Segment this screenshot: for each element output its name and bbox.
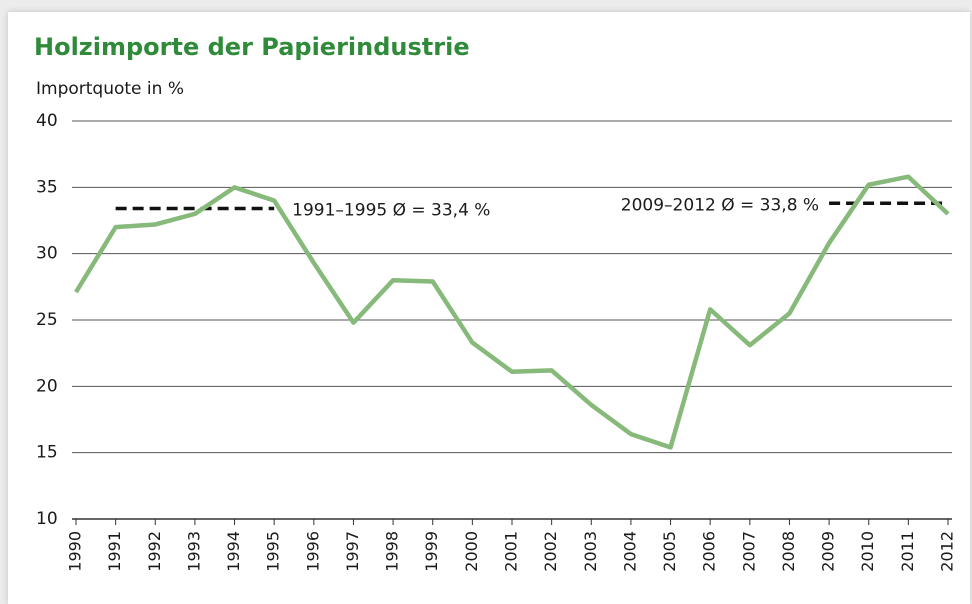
x-tick-label: 1994 bbox=[224, 531, 243, 572]
x-tick-label: 1992 bbox=[145, 531, 164, 572]
x-tick-label: 2000 bbox=[462, 531, 481, 572]
x-tick-label: 1991 bbox=[105, 531, 124, 572]
x-tick-label: 2005 bbox=[660, 531, 679, 572]
y-tick-label: 35 bbox=[36, 177, 58, 197]
x-tick-label: 2008 bbox=[779, 531, 798, 572]
y-tick-label: 20 bbox=[36, 376, 58, 396]
card bbox=[8, 12, 970, 604]
y-tick-label: 30 bbox=[36, 244, 58, 264]
y-tick-label: 15 bbox=[36, 443, 58, 463]
y-tick-label: 10 bbox=[36, 509, 58, 529]
y-tick-label: 40 bbox=[36, 111, 58, 131]
x-tick-label: 1998 bbox=[383, 531, 402, 572]
x-tick-label: 2004 bbox=[620, 531, 639, 572]
x-tick-label: 2002 bbox=[541, 531, 560, 572]
y-axis-label: Importquote in % bbox=[36, 79, 184, 99]
x-tick-label: 1997 bbox=[343, 531, 362, 572]
x-tick-label: 1993 bbox=[184, 531, 203, 572]
x-tick-label: 2001 bbox=[502, 531, 521, 572]
x-tick-label: 2009 bbox=[819, 531, 838, 572]
x-tick-label: 1995 bbox=[264, 531, 283, 572]
x-tick-label: 2011 bbox=[898, 531, 917, 572]
x-tick-label: 2012 bbox=[938, 531, 957, 572]
x-tick-label: 2003 bbox=[581, 531, 600, 572]
data-line bbox=[74, 174, 950, 450]
chart-title: Holzimporte der Papierindustrie bbox=[34, 33, 470, 61]
x-tick-label: 1990 bbox=[66, 531, 85, 572]
average-label: 2009–2012 Ø = 33,8 % bbox=[621, 195, 819, 215]
x-tick-label: 1999 bbox=[422, 531, 441, 572]
x-tick-label: 2010 bbox=[858, 531, 877, 572]
y-tick-label: 25 bbox=[36, 310, 58, 330]
average-label: 1991–1995 Ø = 33,4 % bbox=[292, 201, 490, 221]
x-tick-label: 1996 bbox=[303, 531, 322, 572]
x-tick-label: 2006 bbox=[700, 531, 719, 572]
x-tick-label: 2007 bbox=[739, 531, 758, 572]
